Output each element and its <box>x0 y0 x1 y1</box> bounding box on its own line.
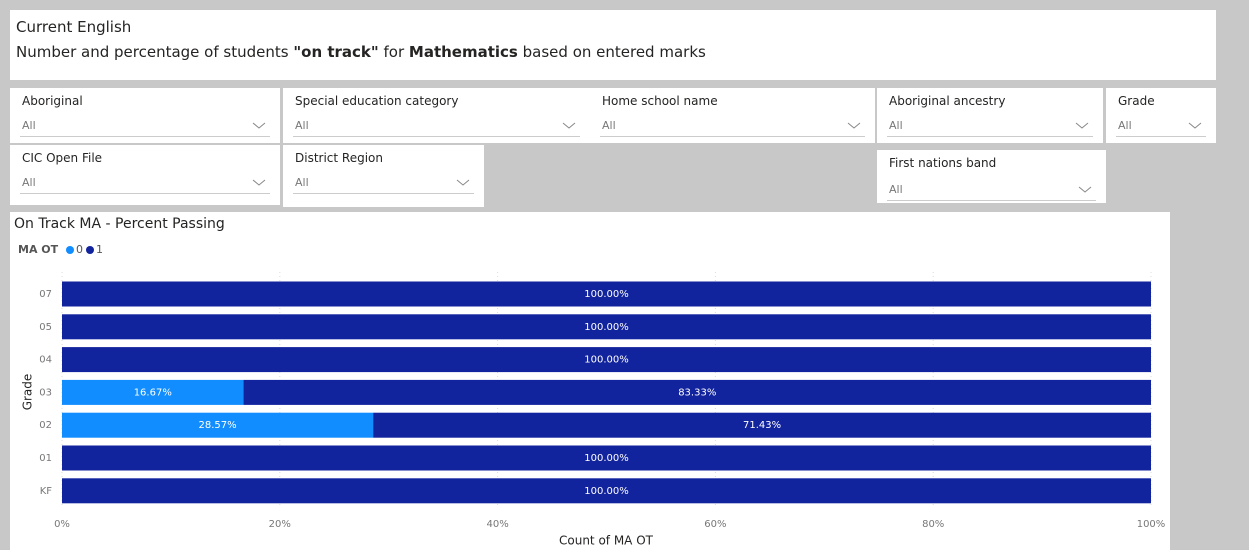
filter-label: Grade <box>1118 94 1155 108</box>
filter-label: First nations band <box>889 156 997 170</box>
filter-label: Aboriginal <box>22 94 83 108</box>
bar-segment <box>62 412 374 438</box>
legend-title: MA OT <box>18 243 59 256</box>
chevron <box>1188 122 1202 129</box>
filter-dropdown[interactable]: All <box>887 180 1096 201</box>
filter-value: All <box>295 176 309 189</box>
filter-label: Aboriginal ancestry <box>889 94 1006 108</box>
chevron <box>252 179 266 186</box>
filter-box: First nations band All <box>877 150 1106 203</box>
x-axis-title: Count of MA OT <box>559 534 654 548</box>
chart-title: On Track MA - Percent Passing <box>14 216 225 232</box>
filter-dropdown[interactable]: All <box>20 173 270 194</box>
chart-panel: On Track MA - Percent Passing MA OT Grad… <box>10 212 1170 550</box>
filter-label: Special education category <box>295 94 459 108</box>
header-subtitle: Number and percentage of students "on tr… <box>16 43 706 61</box>
legend-label: 0 <box>76 243 83 256</box>
filter-label: District Region <box>295 151 383 165</box>
bar-segment <box>62 314 1151 340</box>
legend-dot <box>66 246 74 254</box>
subtitle-part: based on entered marks <box>517 43 706 61</box>
chevron <box>1078 186 1092 193</box>
chart: On Track MA - Percent Passing MA OT Grad… <box>14 216 1166 548</box>
filter-dropdown[interactable]: All <box>293 116 580 137</box>
filter-dropdown[interactable]: All <box>887 116 1093 137</box>
filter-dropdown[interactable]: All <box>293 173 474 194</box>
chevron <box>252 122 266 129</box>
legend-label: 1 <box>96 243 103 256</box>
chevron <box>1075 122 1089 129</box>
bar-segment <box>62 379 244 405</box>
filter-box: District Region All <box>283 145 484 207</box>
x-tick-label: 40% <box>486 519 508 530</box>
filter-value: All <box>295 119 309 132</box>
bar-segment <box>243 379 1151 405</box>
filter-box: Aboriginal ancestry All <box>877 88 1103 143</box>
data-label: 16.67% <box>134 387 172 398</box>
y-tick-label: 04 <box>39 355 52 366</box>
data-label: 28.57% <box>198 420 236 431</box>
filter-box: Special education category All <box>283 88 590 143</box>
filter-value: All <box>889 119 903 132</box>
chevron <box>847 122 861 129</box>
filter-label: Home school name <box>602 94 718 108</box>
filter-value: All <box>1118 119 1132 132</box>
filter-box: Aboriginal All <box>10 88 280 143</box>
chevron <box>562 122 576 129</box>
y-axis-title: Grade <box>21 374 35 411</box>
filter-box: Grade All <box>1106 88 1216 143</box>
y-tick-label: KF <box>40 486 53 497</box>
x-tick-label: 100% <box>1137 519 1166 530</box>
y-tick-label: 01 <box>39 453 52 464</box>
filter-value: All <box>602 119 616 132</box>
bar-segment <box>373 412 1151 438</box>
filter-value: All <box>22 176 36 189</box>
chevron <box>456 179 470 186</box>
header-title: Current English <box>16 18 132 36</box>
data-label: 100.00% <box>584 486 629 497</box>
filter-box: CIC Open File All <box>10 145 280 205</box>
subtitle-part: Number and percentage of students <box>16 43 294 61</box>
bar-segment <box>62 281 1151 307</box>
x-tick-label: 80% <box>922 519 944 530</box>
legend-dot <box>86 246 94 254</box>
filter-value: All <box>22 119 36 132</box>
bar-segment <box>62 478 1151 504</box>
subtitle-part: "on track" <box>293 43 379 61</box>
y-tick-label: 07 <box>39 289 52 300</box>
data-label: 100.00% <box>584 322 629 333</box>
header: Current English Number and percentage of… <box>10 10 1216 80</box>
x-tick-label: 60% <box>704 519 726 530</box>
y-tick-label: 02 <box>39 420 52 431</box>
data-label: 100.00% <box>584 453 629 464</box>
data-label: 83.33% <box>678 387 716 398</box>
x-tick-label: 20% <box>269 519 291 530</box>
filter-label: CIC Open File <box>22 151 103 165</box>
data-label: 100.00% <box>584 355 629 366</box>
filter-value: All <box>889 183 903 196</box>
data-label: 100.00% <box>584 289 629 300</box>
filter-dropdown[interactable]: All <box>1116 116 1206 137</box>
x-tick-label: 0% <box>54 519 70 530</box>
bar-segment <box>62 347 1151 373</box>
subtitle-part: Mathematics <box>408 43 518 61</box>
filter-dropdown[interactable]: All <box>600 116 865 137</box>
data-label: 71.43% <box>743 420 781 431</box>
filter-dropdown[interactable]: All <box>20 116 270 137</box>
subtitle-part: for <box>378 43 409 61</box>
y-tick-label: 03 <box>39 387 52 398</box>
filter-box: Home school name All <box>590 88 875 143</box>
bar-segment <box>62 445 1151 471</box>
y-tick-label: 05 <box>39 322 52 333</box>
